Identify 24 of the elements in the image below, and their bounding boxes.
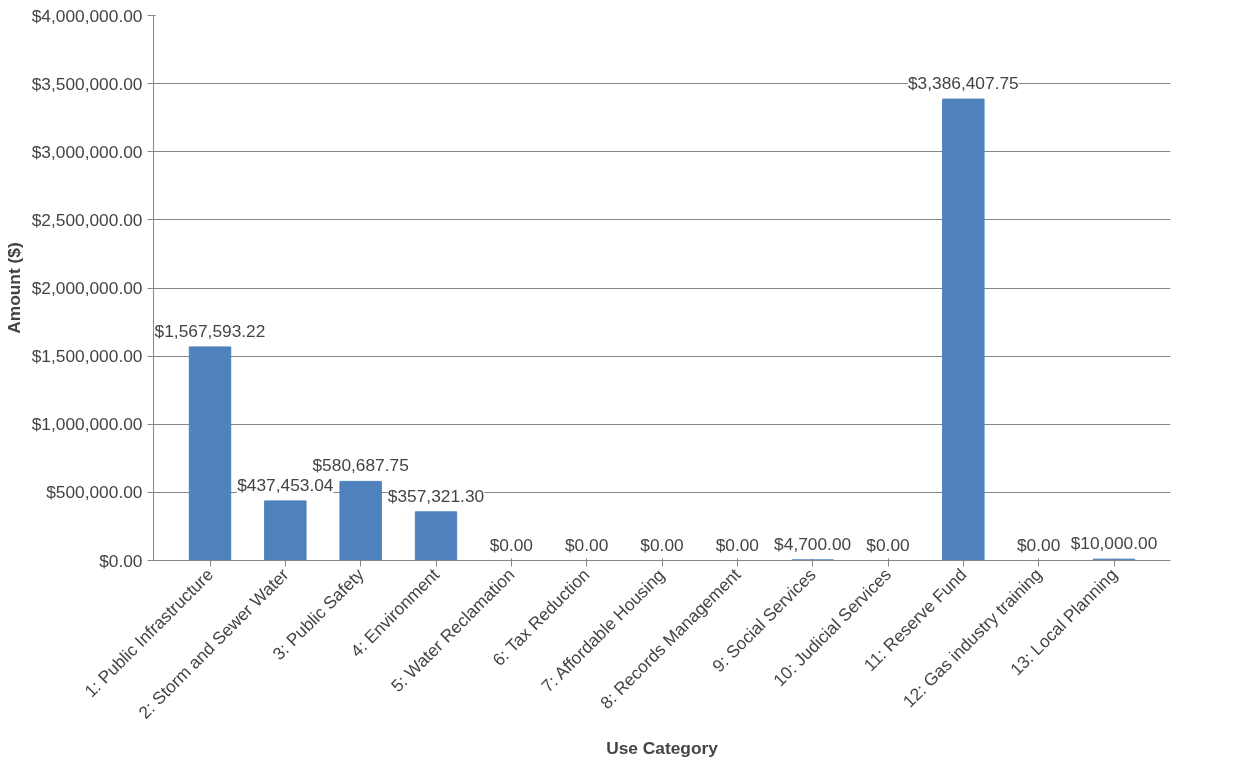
data-label: $0.00 (715, 534, 760, 555)
data-label: $3,386,407.75 (907, 73, 1019, 94)
data-label: $0.00 (866, 534, 910, 555)
y-tick-label: $3,500,000.00 (31, 73, 143, 94)
data-label: $0.00 (489, 534, 534, 555)
data-label: $437,453.04 (237, 474, 334, 495)
y-tick-label: $500,000.00 (46, 482, 143, 503)
data-label: $0.00 (1016, 534, 1061, 555)
y-tick-label: $2,500,000.00 (31, 209, 143, 230)
x-axis-title: Use Category (606, 737, 719, 758)
data-label: $1,567,593.22 (154, 320, 266, 341)
y-axis-title: Amount ($) (3, 242, 24, 334)
y-tick-label: $0.00 (99, 550, 143, 571)
y-tick-label: $1,500,000.00 (31, 346, 143, 367)
y-tick-label: $2,000,000.00 (31, 278, 143, 298)
y-tick-label: $3,000,000.00 (31, 141, 143, 162)
data-label: $357,321.30 (387, 485, 485, 506)
data-label: $580,687.75 (312, 455, 409, 476)
data-label: $10,000.00 (1070, 533, 1158, 554)
data-label: $0.00 (640, 534, 684, 555)
y-tick-label: $4,000,000.00 (31, 5, 143, 26)
data-label: $0.00 (564, 534, 609, 555)
data-label: $4,700.00 (774, 533, 852, 554)
y-tick-label: $1,000,000.00 (31, 414, 143, 435)
